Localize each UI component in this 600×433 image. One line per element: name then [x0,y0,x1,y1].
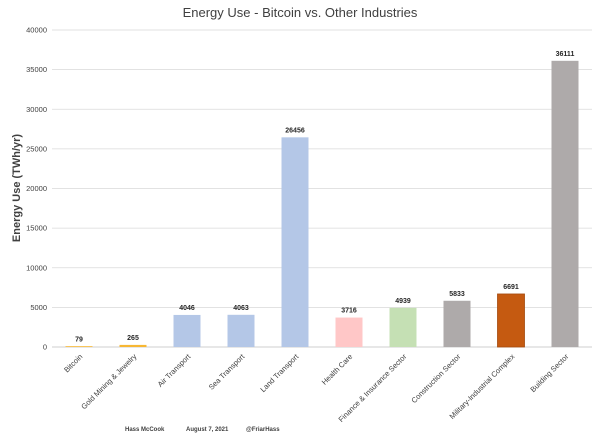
bar-sea-transport [227,314,255,347]
data-label-air-transport: 4046 [179,305,195,312]
x-tick-label-air-transport: Air Transport [156,351,193,388]
x-tick-label-bitcoin: Bitcoin [62,352,84,374]
x-tick-label-health-care: Health Care [320,352,355,387]
x-tick-label-land-transport: Land Transport [258,351,301,394]
y-tick-label: 10000 [26,263,47,272]
data-label-building-sector: 36111 [556,51,575,58]
x-tick-label-construction-sector: Construction Sector [409,352,462,405]
bars [65,60,579,348]
y-tick-label: 40000 [26,26,47,35]
data-label-sea-transport: 4063 [233,305,249,312]
data-labels: 79 265 4046 4063 26456 3716 4939 5833 6691 36111 [75,51,574,344]
footer: Hass McCook August 7, 2021 @FriarHass [125,427,280,433]
bar-air-transport [173,314,201,347]
footer-date: August 7, 2021 [186,427,229,433]
y-tick-label: 5000 [30,303,47,312]
y-tick-label: 30000 [26,105,47,114]
bar-construction-sector [443,300,471,347]
y-axis-label: Energy Use (TWh/yr) [11,134,23,243]
y-tick-label: 0 [43,343,47,352]
footer-author: Hass McCook [125,427,165,433]
y-tick-label: 20000 [26,184,47,193]
data-label-bitcoin: 79 [75,336,83,343]
bar-health-care [335,317,363,347]
y-tick-label: 15000 [26,224,47,233]
bar-bitcoin [65,346,93,347]
bar-land-transport [281,137,309,347]
x-tick-label-gold-mining-jewelry: Gold Mining & Jewelry [79,352,138,411]
data-label-military-industrial-complex: 6691 [503,284,519,291]
y-axis-ticks: 0 5000 10000 15000 20000 25000 30000 35000 40000 [26,26,47,352]
gridlines [52,29,592,348]
bar-finance-insurance-sector [389,307,417,347]
x-tick-label-building-sector: Building Sector [528,352,570,394]
chart-title: Energy Use - Bitcoin vs. Other Industrie… [183,5,418,20]
data-label-health-care: 3716 [341,308,357,315]
data-label-land-transport: 26456 [285,127,305,134]
x-tick-label-sea-transport: Sea Transport [207,351,247,391]
bar-building-sector [551,60,579,348]
bar-gold-mining-jewelry [119,344,147,347]
footer-handle: @FriarHass [246,427,280,433]
data-label-gold-mining-jewelry: 265 [127,335,139,342]
y-tick-label: 35000 [26,65,47,74]
bar-military-industrial-complex [497,293,525,348]
data-label-construction-sector: 5833 [449,291,465,298]
y-tick-label: 25000 [26,144,47,153]
data-label-finance-insurance-sector: 4939 [395,298,411,305]
